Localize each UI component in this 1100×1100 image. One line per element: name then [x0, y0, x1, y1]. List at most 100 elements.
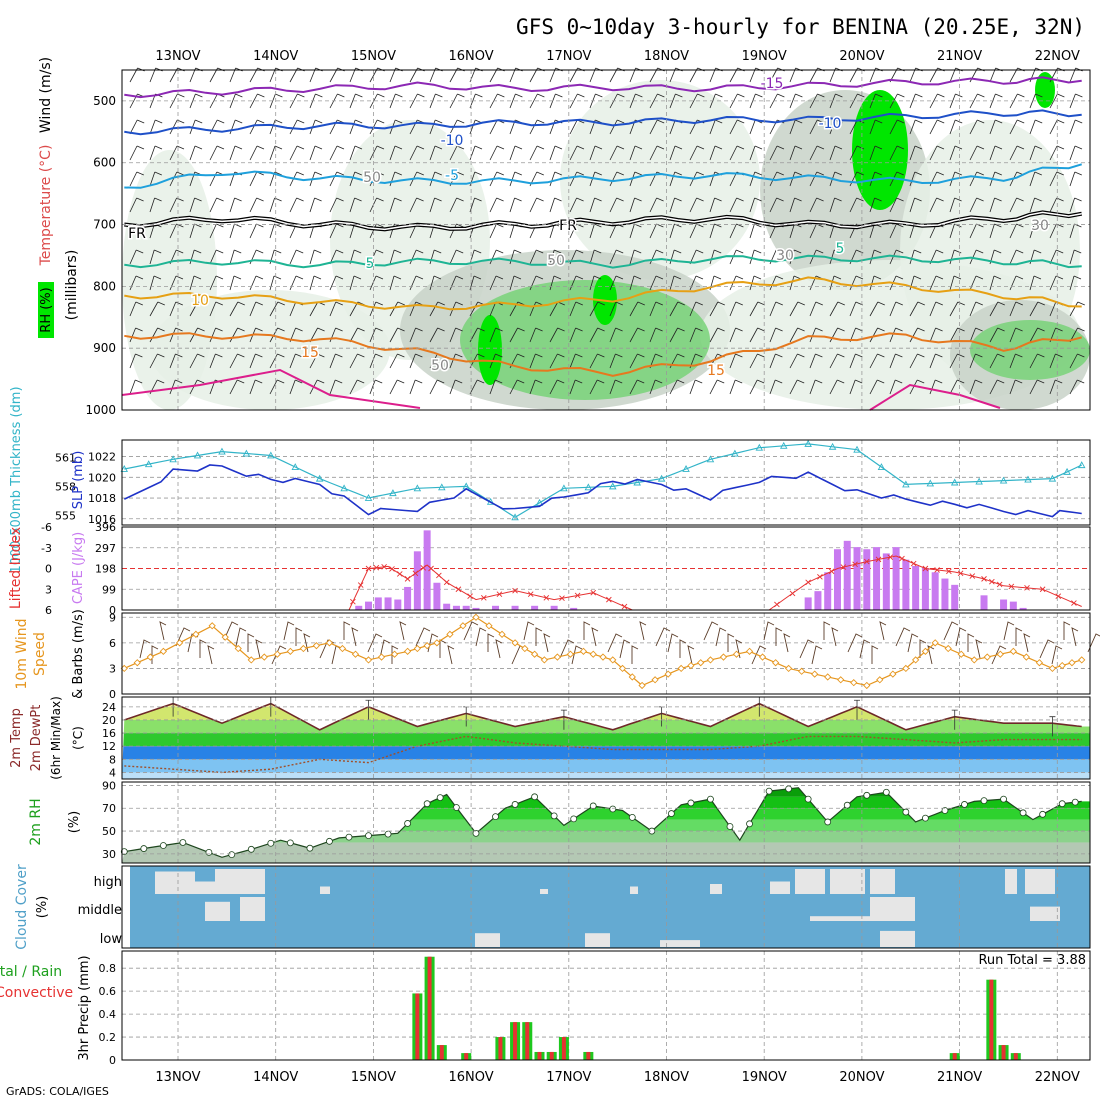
- rh-point: [492, 813, 499, 821]
- contour-label: -5: [445, 168, 459, 184]
- rh-point: [404, 820, 411, 827]
- cape-bar: [452, 605, 460, 610]
- wind-barb: [349, 353, 365, 369]
- wind-barb: [829, 119, 843, 135]
- cape-bar: [1009, 601, 1017, 610]
- rh-point: [726, 823, 734, 830]
- wind-barb: [811, 645, 823, 665]
- wind-barb: [529, 275, 544, 291]
- wind-barb: [869, 197, 882, 213]
- wind-barb: [289, 379, 303, 395]
- wind-barb: [847, 633, 863, 653]
- axis-label: (%): [67, 811, 82, 834]
- cloud-block: [195, 881, 215, 894]
- wind-barb: [1069, 275, 1082, 291]
- thickness-point: [169, 455, 177, 463]
- lifted-index-point: [934, 567, 940, 573]
- wind-barb: [569, 327, 583, 343]
- wind-barb: [969, 327, 983, 343]
- thickness-point: [902, 480, 910, 488]
- wind-barb: [409, 145, 425, 161]
- wind-barb: [709, 301, 725, 317]
- wind-barb: [1015, 627, 1023, 646]
- thickness-point: [1024, 475, 1032, 483]
- wind-barb: [495, 639, 503, 659]
- wind-barb: [289, 197, 304, 213]
- wind-barb: [775, 627, 783, 646]
- wind-barb: [929, 93, 945, 109]
- cape-bar: [511, 605, 519, 610]
- wind-barb: [349, 197, 362, 213]
- wind-barb: [629, 197, 642, 213]
- cloud-level-label: middle: [78, 903, 122, 918]
- wind-barb: [969, 171, 984, 187]
- wind-barb: [469, 275, 482, 291]
- lifted-index-point: [828, 568, 835, 575]
- rh-point: [365, 832, 372, 840]
- wind-barb: [809, 301, 823, 317]
- thickness-point: [144, 460, 153, 468]
- wind-speed-point: [498, 630, 506, 638]
- lifted-index-point: [989, 578, 995, 585]
- wind-barb: [989, 275, 1002, 291]
- wind-barb: [729, 301, 743, 317]
- wind-barb: [409, 249, 424, 265]
- rh-band: [122, 842, 1090, 863]
- wind-barb: [509, 145, 523, 161]
- wind-barb: [149, 171, 162, 187]
- top-tick-label: 16NOV: [449, 49, 494, 64]
- y-tick-label: 20: [102, 714, 116, 727]
- rh-point: [286, 839, 294, 847]
- rh-point: [384, 830, 392, 838]
- rh-shading: [478, 315, 502, 385]
- wind-barb: [269, 119, 283, 135]
- wind-speed-point: [175, 639, 184, 647]
- li-tick-label: 6: [45, 604, 52, 617]
- wind-barb: [223, 621, 239, 641]
- wind-barb: [1069, 197, 1082, 213]
- wind-barb: [929, 119, 945, 135]
- wind-barb: [589, 327, 605, 343]
- wind-barb: [715, 627, 727, 647]
- wind-barb: [829, 197, 842, 213]
- wind-speed-point: [521, 644, 529, 653]
- cape-tick-label: 297: [95, 542, 116, 555]
- y-tick-label: 600: [93, 156, 116, 170]
- wind-barb: [129, 249, 144, 265]
- lifted-index-point: [381, 564, 387, 570]
- wind-barb: [869, 301, 885, 317]
- lifted-index-point: [852, 561, 858, 568]
- wind-barb: [749, 327, 765, 343]
- wind-barb: [869, 119, 883, 135]
- lifted-index-point: [443, 579, 450, 586]
- wind-barb: [449, 275, 464, 291]
- axis-label: (%): [35, 896, 50, 919]
- wind-barb: [169, 327, 183, 343]
- wind-barb: [351, 627, 359, 647]
- wind-barb: [909, 119, 923, 135]
- contour-label: 5: [836, 241, 845, 257]
- wind-speed-point: [286, 647, 294, 656]
- bottom-tick-label: 22NOV: [1035, 1070, 1080, 1085]
- lifted-index-point: [863, 558, 870, 565]
- cape-bar: [814, 591, 822, 610]
- rh-2m-panel: 30 50 70 90 2m RH (%): [28, 779, 1091, 864]
- wind-barb: [569, 275, 584, 291]
- wind-barb: [229, 275, 242, 291]
- panel-frame: [121, 781, 1091, 864]
- wind-barb: [751, 645, 767, 665]
- wind-barb: [389, 353, 405, 369]
- thickness-tick-label: 561: [55, 451, 76, 464]
- wind-barb: [729, 145, 745, 161]
- wind-barb: [389, 379, 405, 395]
- wind-barb: [175, 627, 191, 647]
- wind-barb: [927, 645, 935, 665]
- wind-barb: [829, 145, 843, 161]
- wind-barb: [391, 645, 399, 664]
- wind-barb: [209, 197, 224, 213]
- precip-conv-bar: [561, 1037, 566, 1060]
- top-tick-label: 13NOV: [155, 49, 200, 64]
- temp-band: [122, 719, 1090, 734]
- wind-barb: [709, 145, 723, 161]
- lifted-index-point: [428, 565, 434, 572]
